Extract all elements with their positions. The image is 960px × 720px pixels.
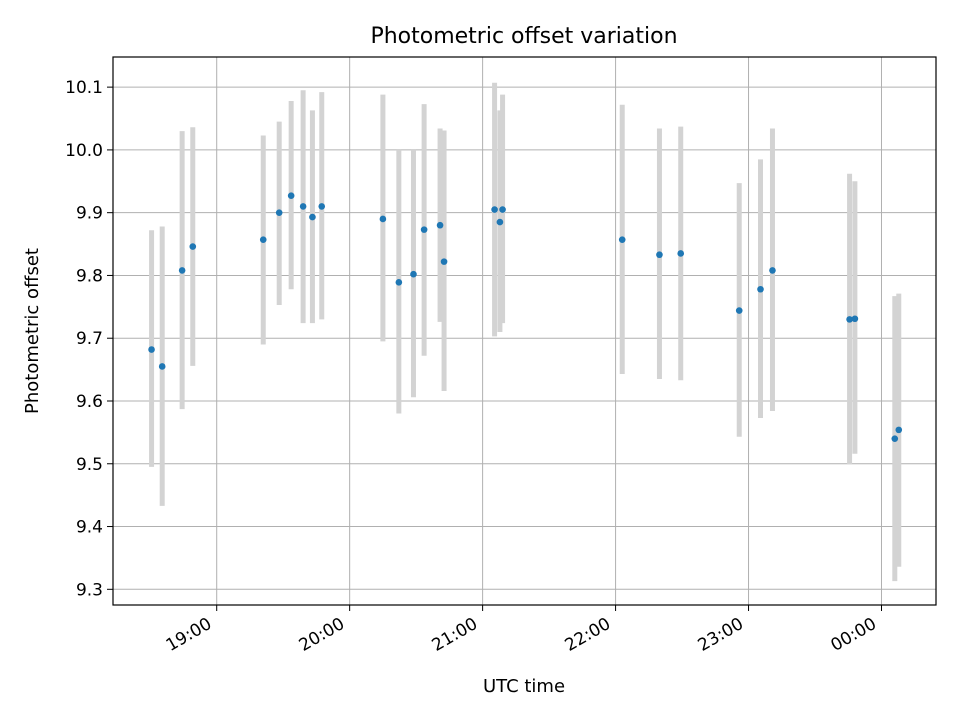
y-axis-label: Photometric offset: [22, 248, 43, 414]
data-point: [656, 251, 663, 259]
data-point: [499, 206, 506, 213]
data-point: [846, 316, 853, 323]
x-tick-label: 00:00: [828, 614, 880, 656]
data-points: [148, 192, 903, 442]
data-point: [851, 315, 859, 323]
x-tick-label: 21:00: [429, 614, 481, 656]
data-point: [895, 426, 903, 434]
data-point: [318, 203, 326, 210]
y-tick-label: 9.4: [76, 518, 103, 538]
x-tick-label: 20:00: [296, 614, 348, 656]
data-point: [189, 243, 197, 250]
y-tick-label: 9.6: [76, 392, 103, 412]
x-tick-label: 23:00: [695, 614, 747, 656]
plot-frame: [112, 56, 937, 606]
data-point: [158, 363, 166, 370]
y-tick-label: 10.0: [65, 141, 103, 161]
data-point: [287, 192, 295, 200]
error-bars: [149, 82, 902, 582]
data-point: [436, 221, 444, 229]
x-tick-label: 22:00: [562, 614, 614, 656]
data-point: [757, 285, 764, 293]
data-point: [891, 435, 899, 442]
x-axis-label: UTC time: [483, 676, 565, 697]
data-point: [618, 236, 626, 243]
x-axis-ticks: 19:00 20:00 21:00 22:00 23:00 00:00: [163, 605, 882, 656]
data-point: [420, 226, 428, 233]
data-point: [735, 307, 743, 314]
data-point: [410, 270, 417, 278]
y-tick-label: 9.9: [76, 204, 103, 224]
y-tick-label: 9.8: [76, 266, 103, 286]
y-tick-label: 10.1: [65, 78, 103, 98]
data-point: [178, 267, 186, 274]
data-point: [677, 250, 685, 257]
data-point: [496, 218, 504, 226]
data-point: [148, 346, 155, 353]
data-point: [309, 213, 316, 221]
y-axis-ticks: 9.3 9.4 9.5 9.6 9.7 9.8 9.9 10.0 10.1: [65, 78, 113, 600]
y-tick-label: 9.7: [76, 329, 103, 349]
data-point: [769, 267, 776, 274]
data-point: [275, 209, 283, 216]
chart-title: Photometric offset variation: [370, 24, 677, 49]
y-tick-label: 9.5: [76, 455, 103, 475]
data-point: [440, 258, 448, 265]
data-point: [379, 215, 387, 223]
x-tick-label: 19:00: [163, 614, 215, 656]
data-point: [395, 279, 403, 286]
data-point: [299, 203, 307, 210]
y-tick-label: 9.3: [76, 580, 103, 600]
data-point: [491, 206, 498, 213]
grid: [113, 57, 936, 605]
data-point: [259, 236, 267, 243]
